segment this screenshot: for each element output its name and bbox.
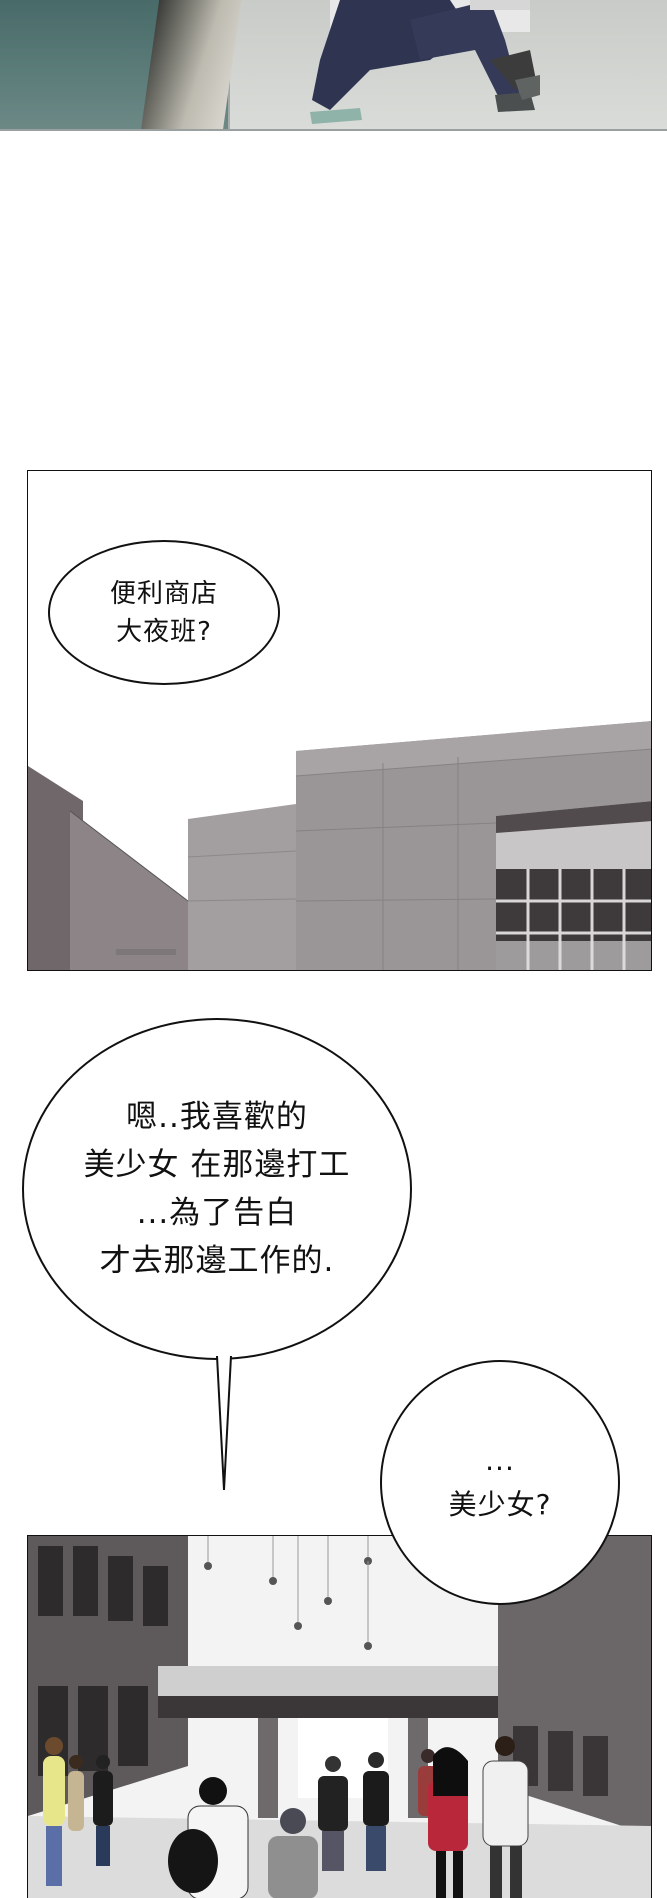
top-panel-strip [0,0,667,131]
bubble-text-convenience-store: 便利商店 大夜班? [109,578,218,647]
sitting-legs-illustration [310,0,540,124]
courtyard-panel [27,1535,652,1898]
speech-bubble-tail [216,1356,232,1491]
speech-bubble-pretty-girl: ... 美少女? [380,1360,620,1605]
bubble-text-pretty-girl: ... 美少女? [448,1443,552,1521]
speech-bubble-confession: 嗯..我喜歡的 美少女 在那邊打工 ...為了告白 才去那邊工作的. [22,1018,412,1360]
building-panel [27,470,652,971]
speech-bubble-convenience-store: 便利商店 大夜班? [48,540,280,685]
top-panel-border [0,129,667,131]
courtyard-illustration [28,1536,651,1898]
bubble-text-confession: 嗯..我喜歡的 美少女 在那邊打工 ...為了告白 才去那邊工作的. [83,1099,351,1279]
building-illustration [28,721,651,970]
